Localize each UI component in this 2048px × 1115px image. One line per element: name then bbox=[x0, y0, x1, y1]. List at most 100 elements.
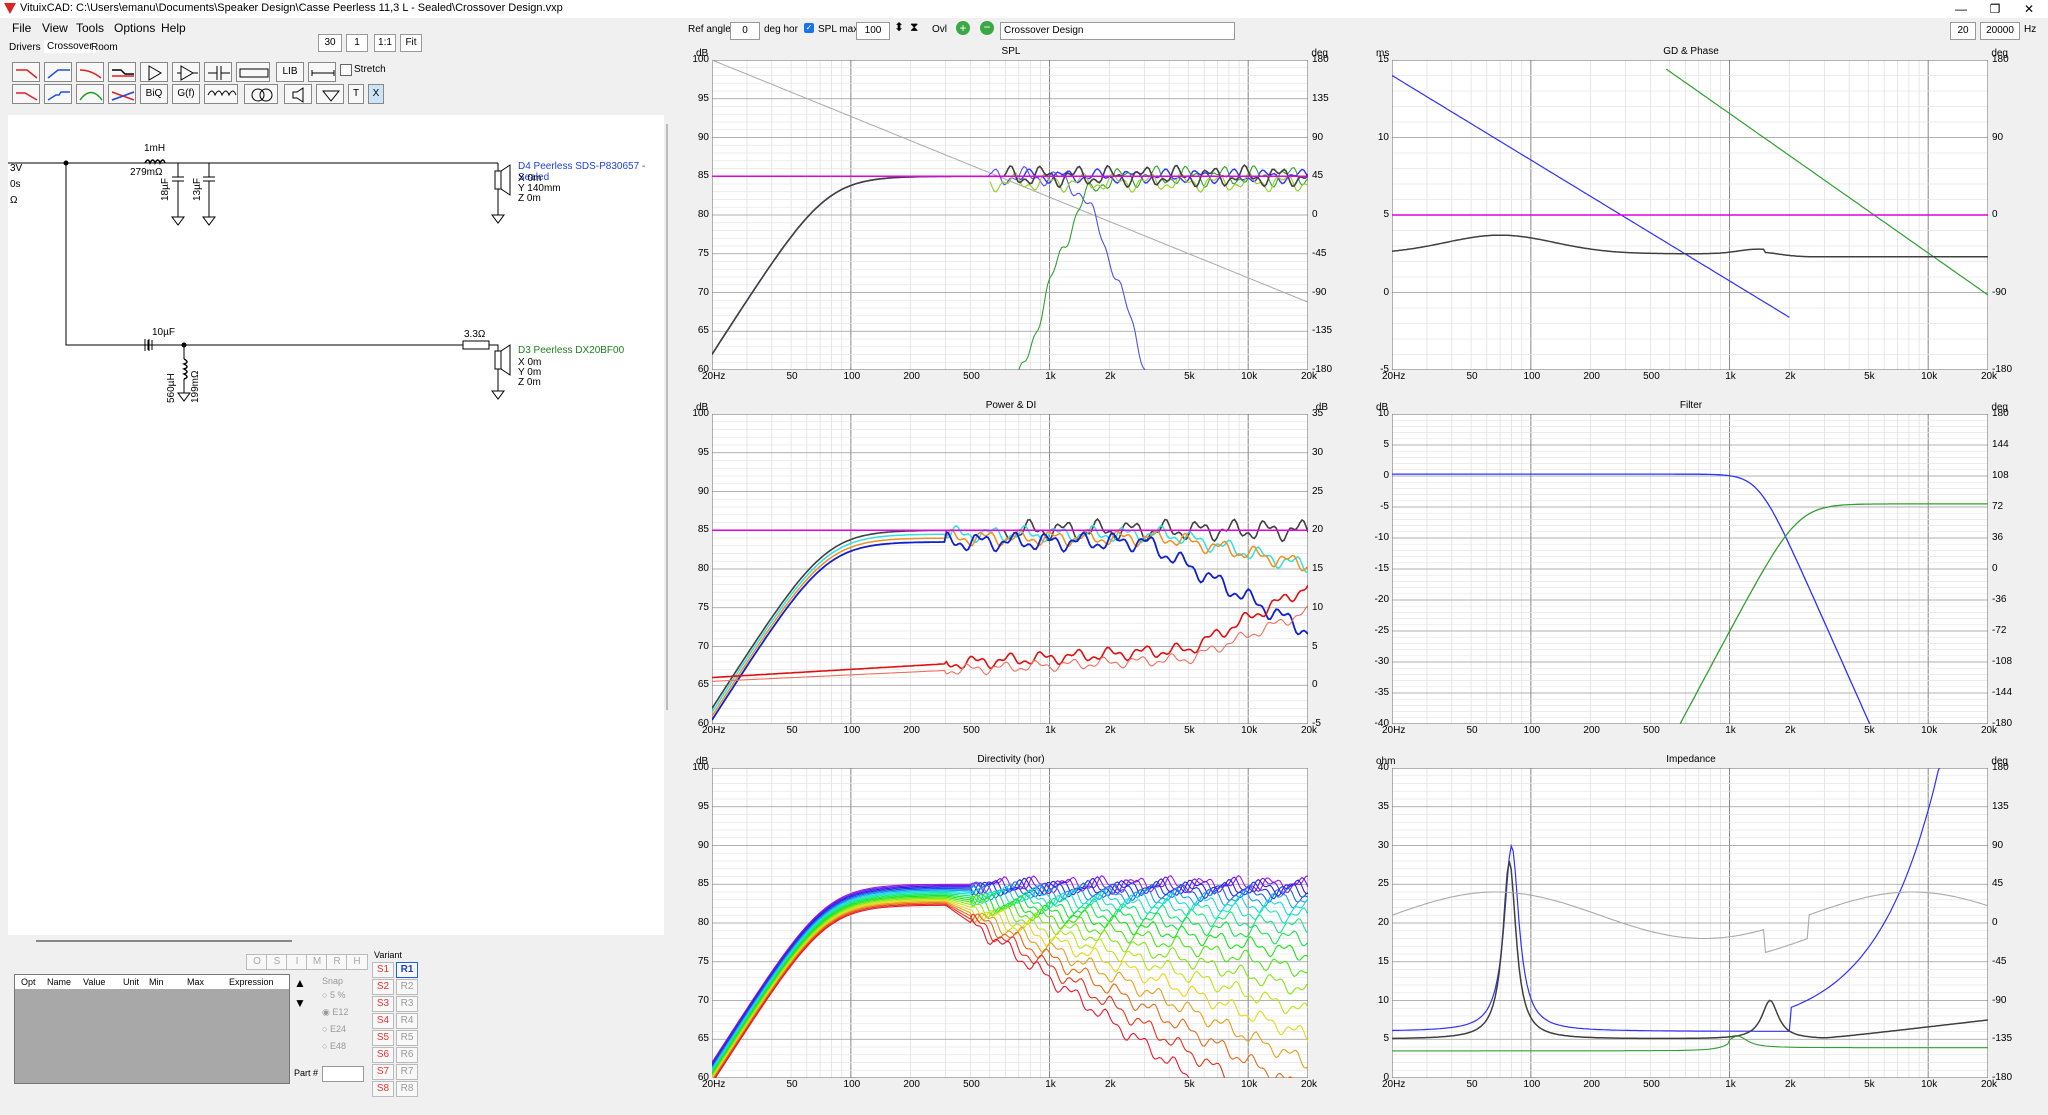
graph-spl[interactable]: SPL dB deg 100 95 90 85 80 75 70 65 60 180 135 90 45 0 -4… bbox=[686, 46, 1336, 390]
remove-overlay-icon[interactable]: − bbox=[980, 21, 994, 35]
variant-s5-button[interactable]: S5 bbox=[372, 1030, 394, 1046]
driver1-name[interactable]: D4 Peerless SDS-P830657 - Sealed bbox=[518, 161, 646, 183]
speaker-tool[interactable] bbox=[284, 84, 312, 104]
variant-r2-button[interactable]: R2 bbox=[396, 979, 418, 995]
variant-s6-button[interactable]: S6 bbox=[372, 1047, 394, 1063]
spl-spinner-icon[interactable]: ⬍ bbox=[894, 20, 905, 34]
variant-s7-button[interactable]: S7 bbox=[372, 1064, 394, 1080]
graph-pdi[interactable]: Power & DI dB dB 100 95 90 85 80 75 70 65 60 35 30 25 2… bbox=[686, 400, 1336, 744]
graph-dir-plot[interactable] bbox=[712, 768, 1308, 1078]
col-value[interactable]: Value bbox=[83, 977, 106, 987]
col-unit[interactable]: Unit bbox=[123, 977, 140, 987]
graph-pdi-plot[interactable] bbox=[712, 414, 1308, 724]
transformer-tool[interactable] bbox=[244, 84, 278, 104]
zoom-input[interactable]: 30 bbox=[318, 34, 342, 52]
menu-options[interactable]: Options bbox=[114, 21, 156, 35]
crossover-tool[interactable] bbox=[108, 84, 136, 104]
optimizer-table[interactable]: Opt Name Value Unit Min Max Expression bbox=[14, 974, 290, 1084]
col-max[interactable]: Max bbox=[187, 977, 205, 987]
gain-tool[interactable] bbox=[172, 62, 200, 82]
graph-gd[interactable]: GD & Phase ms deg 15 10 5 0 -5 180 90 0 -90 -180 20Hz… bbox=[1366, 46, 2016, 390]
variant-s3-button[interactable]: S3 bbox=[372, 996, 394, 1012]
cap2-value[interactable]: 13µF bbox=[192, 178, 203, 201]
horizontal-scrollbar[interactable] bbox=[36, 940, 292, 942]
graph-imp[interactable]: Impedance ohm deg 40 35 30 25 20 15 10 5 0 180 135 90 4… bbox=[1366, 754, 2016, 1098]
zoom-1to1-button[interactable]: 1:1 bbox=[374, 34, 396, 52]
col-expression[interactable]: Expression bbox=[229, 977, 274, 987]
spl-max-checkbox[interactable]: ✓ bbox=[804, 23, 814, 33]
menu-view[interactable]: View bbox=[42, 21, 68, 35]
variant-r5-button[interactable]: R5 bbox=[396, 1030, 418, 1046]
ref-angle-input[interactable]: 0 bbox=[730, 22, 760, 40]
mode-s-button[interactable]: S bbox=[266, 954, 288, 970]
lowpass-2-tool[interactable] bbox=[12, 84, 40, 104]
cap3-value[interactable]: 10µF bbox=[152, 327, 175, 338]
schematic-scrollbar[interactable] bbox=[666, 124, 668, 710]
add-overlay-icon[interactable]: + bbox=[956, 21, 970, 35]
maximize-button[interactable]: ❐ bbox=[1989, 2, 2001, 16]
graph-dir[interactable]: Directivity (hor) dB 100 95 90 85 80 75 70 65 60 20… bbox=[686, 754, 1336, 1098]
tab-crossover[interactable]: Crossover bbox=[44, 40, 96, 53]
highpass-2-tool[interactable] bbox=[44, 84, 72, 104]
freq-max-input[interactable]: 20000 bbox=[1980, 22, 2020, 40]
menu-help[interactable]: Help bbox=[161, 21, 186, 35]
col-min[interactable]: Min bbox=[149, 977, 164, 987]
capacitor-tool[interactable] bbox=[204, 62, 232, 82]
variant-s4-button[interactable]: S4 bbox=[372, 1013, 394, 1029]
menu-file[interactable]: File bbox=[12, 21, 32, 35]
variant-s8-button[interactable]: S8 bbox=[372, 1081, 394, 1097]
zoom-step[interactable]: 1 bbox=[346, 34, 368, 52]
part-input[interactable] bbox=[322, 1066, 364, 1082]
mode-r-button[interactable]: R bbox=[326, 954, 348, 970]
t-button[interactable]: T bbox=[348, 84, 364, 104]
freq-min-input[interactable]: 20 bbox=[1950, 22, 1976, 40]
resistor1-value[interactable]: 3.3Ω bbox=[464, 329, 486, 340]
schematic-canvas[interactable]: 3V 0s Ω bbox=[8, 115, 664, 935]
spl-max-input[interactable]: 100 bbox=[856, 22, 890, 40]
mode-h-button[interactable]: H bbox=[346, 954, 368, 970]
variant-r3-button[interactable]: R3 bbox=[396, 996, 418, 1012]
graph-imp-plot[interactable] bbox=[1392, 768, 1988, 1078]
lib-button[interactable]: LIB bbox=[276, 62, 304, 82]
col-opt[interactable]: Opt bbox=[21, 977, 36, 987]
close-button[interactable]: ✕ bbox=[2023, 2, 2035, 16]
snap-5pct[interactable]: ○ 5 % bbox=[322, 990, 346, 1000]
gf-button[interactable]: G(f) bbox=[172, 84, 200, 104]
variant-r1-button[interactable]: R1 bbox=[396, 962, 418, 978]
cap1-value[interactable]: 18µF bbox=[160, 178, 171, 201]
tab-room[interactable]: Room bbox=[91, 42, 118, 53]
lowpass-red-tool[interactable] bbox=[12, 62, 40, 82]
col-name[interactable]: Name bbox=[47, 977, 72, 987]
mode-i-button[interactable]: I bbox=[286, 954, 308, 970]
inductor1-value[interactable]: 1mH bbox=[144, 143, 166, 154]
snap-e12[interactable]: ◉ E12 bbox=[322, 1007, 349, 1017]
minimize-button[interactable]: — bbox=[1955, 2, 1967, 16]
variant-s1-button[interactable]: S1 bbox=[372, 962, 394, 978]
driver2-name[interactable]: D3 Peerless DX20BF00 bbox=[518, 345, 625, 356]
graph-filter-plot[interactable] bbox=[1392, 414, 1988, 724]
menu-tools[interactable]: Tools bbox=[76, 21, 105, 35]
stretch-checkbox[interactable] bbox=[340, 64, 352, 76]
variant-r7-button[interactable]: R7 bbox=[396, 1064, 418, 1080]
graph-spl-plot[interactable] bbox=[712, 60, 1308, 370]
wire-tool[interactable] bbox=[308, 62, 336, 82]
tab-drivers[interactable]: Drivers bbox=[9, 42, 41, 53]
snap-e24[interactable]: ○ E24 bbox=[322, 1024, 346, 1034]
variant-r4-button[interactable]: R4 bbox=[396, 1013, 418, 1029]
x-button[interactable]: X bbox=[368, 84, 384, 104]
biquad-button[interactable]: BiQ bbox=[140, 84, 168, 104]
graph-filter[interactable]: Filter dB deg 10 5 0 -5 -10 -15 -20 -25 -30 -35 -40 18… bbox=[1366, 400, 2016, 744]
mode-m-button[interactable]: M bbox=[306, 954, 328, 970]
move-up-icon[interactable]: ▲ bbox=[294, 976, 306, 990]
inductor2-value[interactable]: 560µH bbox=[166, 373, 177, 403]
inductor-tool[interactable] bbox=[204, 84, 238, 104]
resistor-tool[interactable] bbox=[236, 62, 270, 82]
bandpass-tool[interactable] bbox=[76, 84, 104, 104]
graph-gd-plot[interactable] bbox=[1392, 60, 1988, 370]
mode-o-button[interactable]: O bbox=[246, 954, 268, 970]
lowpass-curve-tool[interactable] bbox=[76, 62, 104, 82]
snap-e48[interactable]: ○ E48 bbox=[322, 1041, 346, 1051]
design-name-field[interactable]: Crossover Design bbox=[1000, 22, 1235, 40]
ground-tool[interactable] bbox=[316, 84, 344, 104]
move-down-icon[interactable]: ▼ bbox=[294, 996, 306, 1010]
